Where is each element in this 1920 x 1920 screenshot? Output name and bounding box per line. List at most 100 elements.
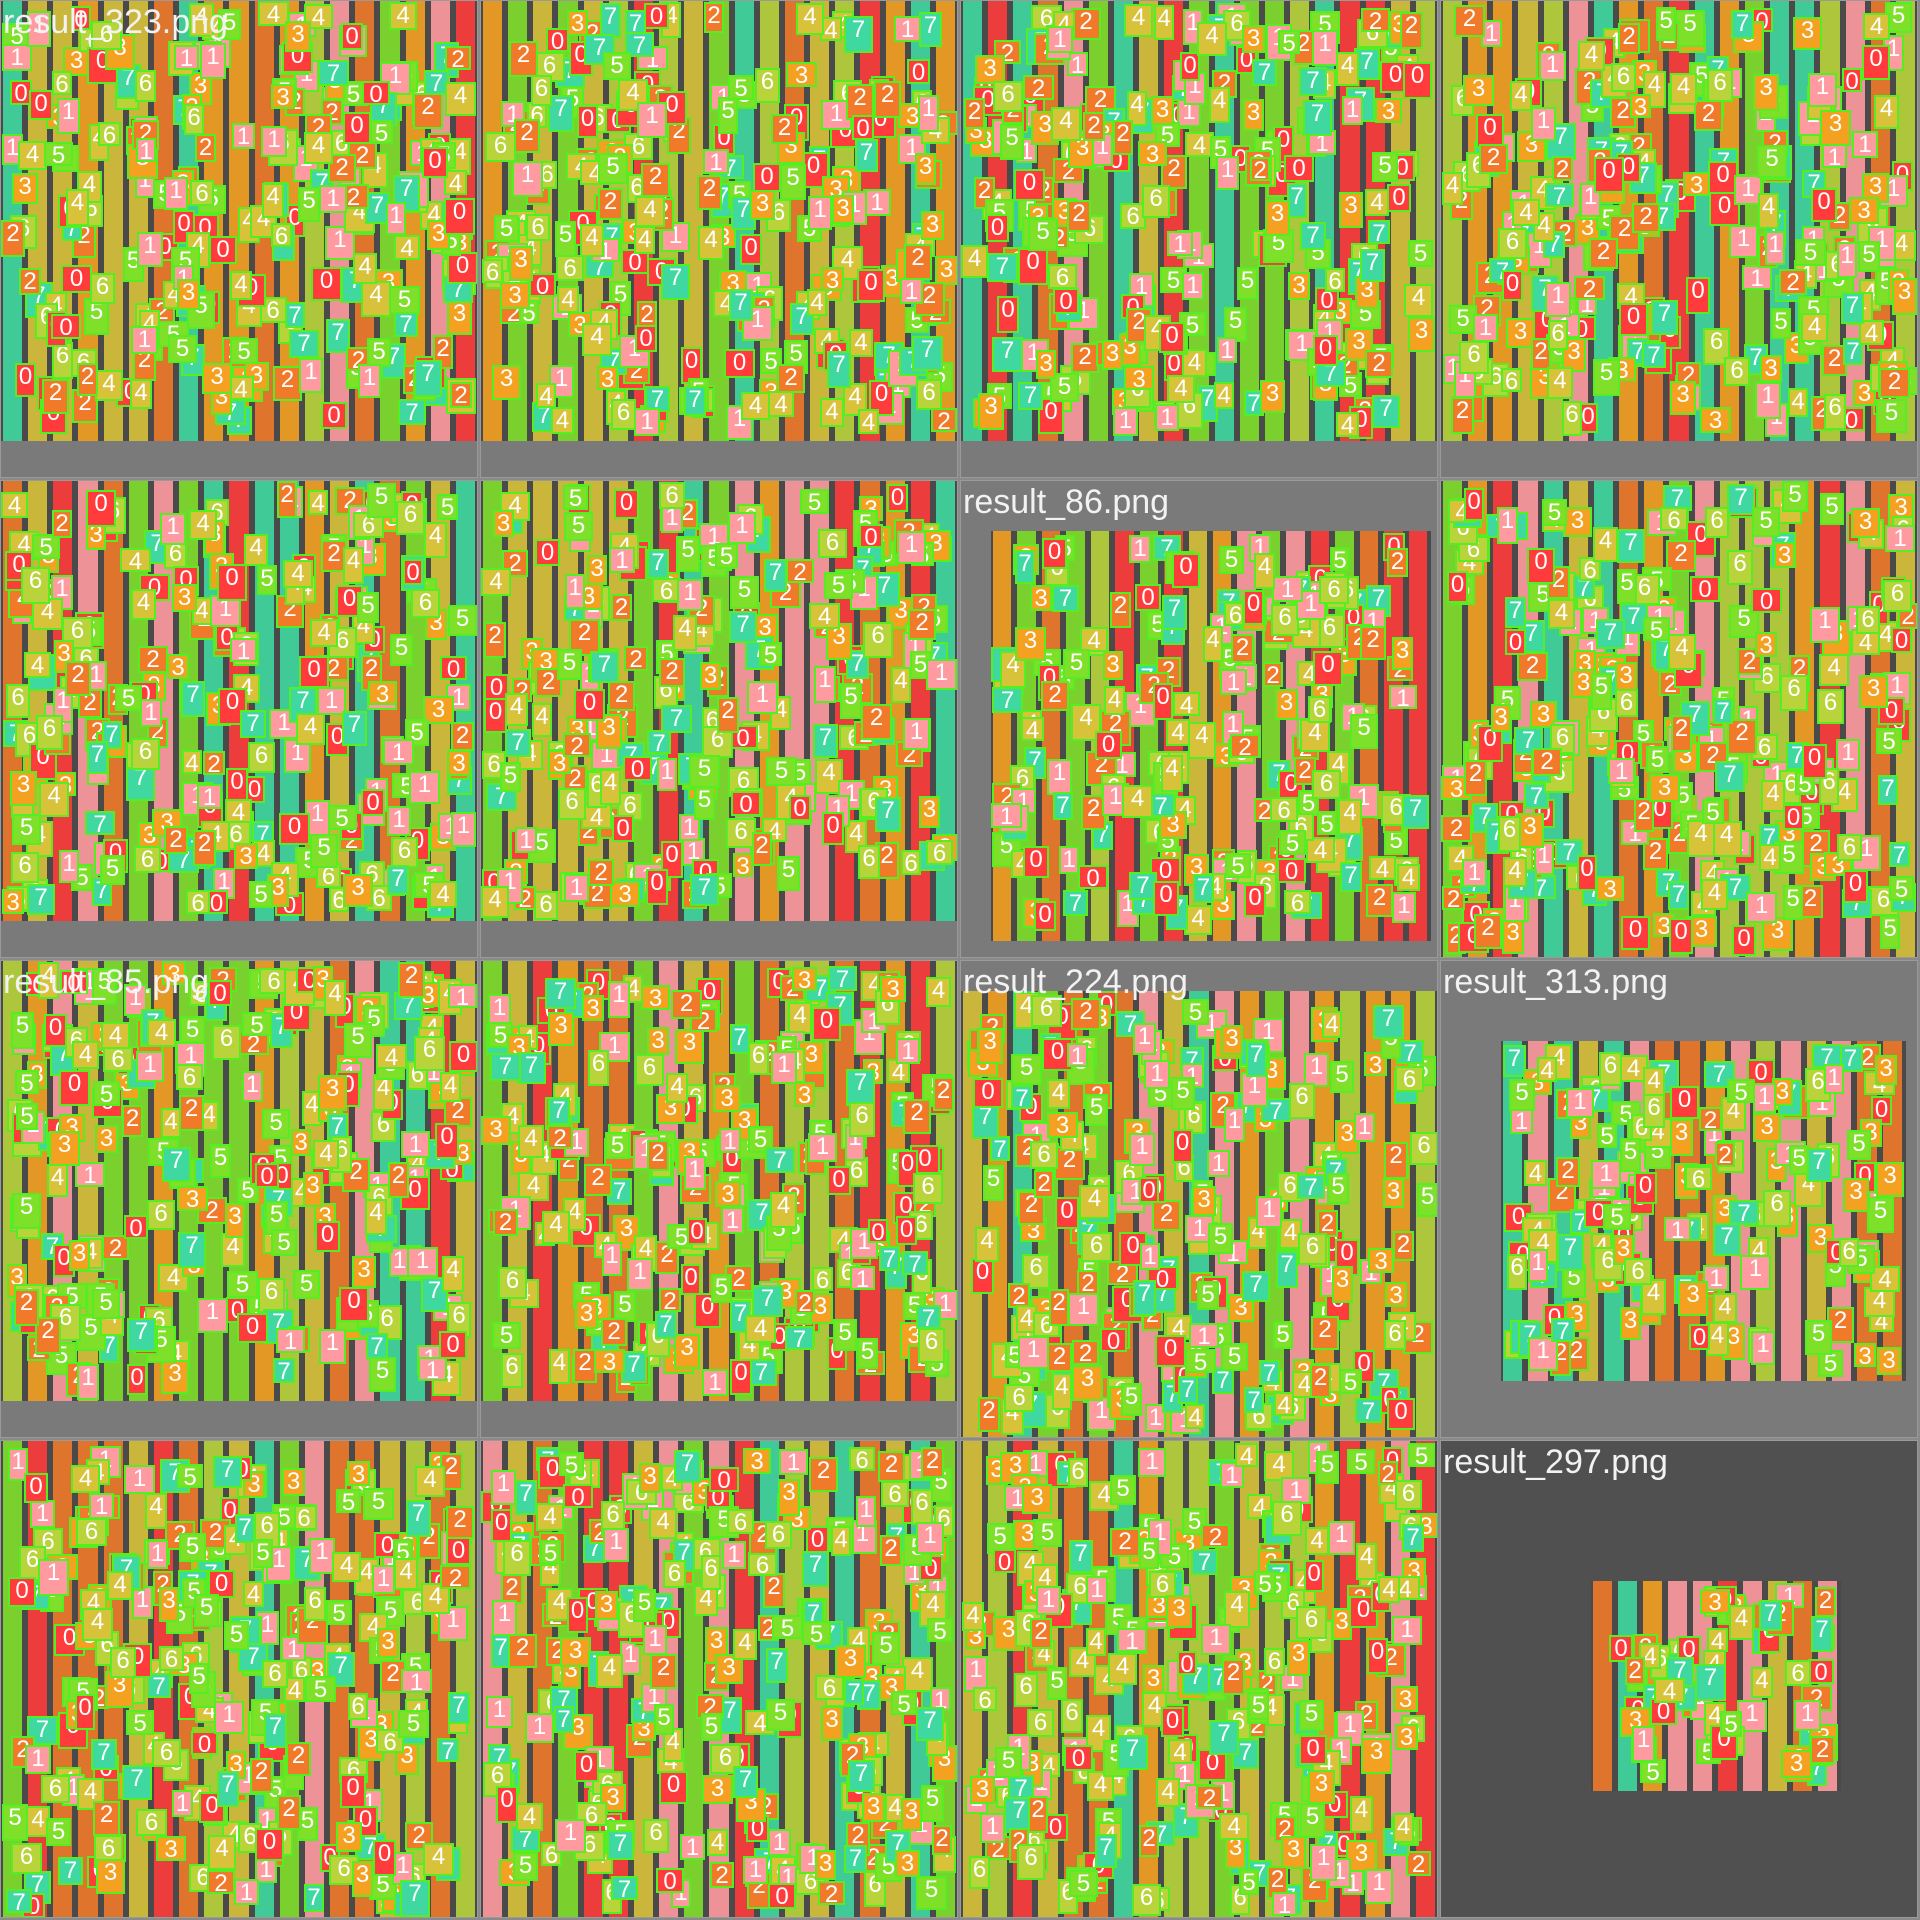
detection-box-label: 1 <box>1182 272 1204 300</box>
detection-box-label: 7 <box>729 611 757 643</box>
detection-box-label: 0 <box>1689 1324 1710 1350</box>
detection-box-label: 7 <box>1252 59 1277 86</box>
detection-box-label: 1 <box>743 1856 768 1884</box>
result-tile: 1302146622137007136267337042443733447243… <box>1440 960 1918 1438</box>
detection-box-label: 7 <box>733 1766 758 1798</box>
detection-box-label: 4 <box>225 799 252 823</box>
detection-box-label: 5 <box>1197 1281 1219 1310</box>
detection-box-label: 4 <box>1788 388 1808 417</box>
detection-box-label: 3 <box>492 365 521 400</box>
detection-box-label: 1 <box>703 149 729 174</box>
detection-box-label: 5 <box>780 164 806 200</box>
detection-box-label: 5 <box>367 483 396 518</box>
detection-box-label: 5 <box>1237 267 1258 300</box>
detection-box-label: 0 <box>1042 538 1067 569</box>
detection-box-label: 0 <box>730 1359 752 1395</box>
detection-box-label: 7 <box>844 1845 867 1873</box>
detection-box-label: 5 <box>293 1270 320 1299</box>
detection-box-label: 6 <box>701 1555 721 1590</box>
detection-box-label: 5 <box>1047 1667 1067 1700</box>
detection-box-label: 6 <box>1763 1190 1791 1227</box>
detection-box-label: 2 <box>1727 719 1757 755</box>
detection-box-label: 7 <box>1731 10 1754 39</box>
detection-box-label: 7 <box>1133 1280 1156 1316</box>
detection-box-label: 2 <box>179 1095 204 1131</box>
detection-box-label: 7 <box>1340 862 1362 892</box>
detection-box-label: 0 <box>496 1786 518 1823</box>
detection-box-label: 2 <box>752 832 772 866</box>
detection-box-label: 2 <box>1384 1142 1408 1179</box>
detection-box-label: 6 <box>815 1675 844 1700</box>
detection-box-label: 3 <box>1793 17 1822 50</box>
detection-box-label: 3 <box>336 1822 362 1852</box>
detection-box-label: 0 <box>439 1331 467 1359</box>
detection-box-label: 7 <box>729 289 753 321</box>
detection-box-label: 7 <box>684 386 706 416</box>
detection-box-label: 4 <box>809 603 840 629</box>
detection-box-label: 1 <box>197 784 222 809</box>
detection-box-label: 3 <box>1143 1665 1164 1693</box>
detection-box-label: 2 <box>1023 75 1054 100</box>
detection-box-label: 7 <box>1557 1234 1584 1271</box>
detection-box-label: 4 <box>1687 820 1715 857</box>
detection-box-label: 1 <box>1129 535 1151 563</box>
detection-box-label: 2 <box>1441 815 1472 842</box>
detection-box-label: 6 <box>1643 1094 1665 1128</box>
detection-box-label: 7 <box>394 311 418 337</box>
detection-box-label: 2 <box>978 1397 1000 1432</box>
detection-box-label: 1 <box>25 1745 51 1774</box>
scene-column <box>483 1 503 441</box>
detection-box-label: 7 <box>1015 550 1035 584</box>
detection-box-label: 3 <box>1630 94 1651 118</box>
detection-box-label: 0 <box>208 980 232 1006</box>
detection-box-label: 6 <box>498 1267 527 1299</box>
detection-box-label: 7 <box>91 1739 117 1770</box>
detection-box-label: 6 <box>258 1278 285 1313</box>
detection-box-label: 6 <box>1660 507 1688 531</box>
detection-box-label: 4 <box>1365 189 1389 216</box>
detection-box-label: 1 <box>608 981 630 1018</box>
detection-box-label: 0 <box>1505 629 1526 655</box>
detection-box-label: 4 <box>1378 1576 1400 1603</box>
detection-box-label: 5 <box>1820 493 1844 525</box>
detection-box-label: 2 <box>451 722 474 751</box>
detection-box-label: 1 <box>1365 1869 1393 1904</box>
detection-box-label: 3 <box>1851 508 1880 538</box>
detection-box-label: 3 <box>1103 651 1123 680</box>
detection-box-label: 0 <box>1464 488 1484 521</box>
detection-box-label: 5 <box>1727 1079 1755 1103</box>
detection-box-label: 2 <box>1365 350 1393 378</box>
detection-box-label: 2 <box>1699 1107 1722 1131</box>
detection-box-label: 4 <box>313 1140 339 1169</box>
detection-box-label: 1 <box>918 95 939 132</box>
detection-box-label: 3 <box>1287 1640 1310 1676</box>
detection-box-label: 3 <box>675 1029 704 1064</box>
detection-box-label: 1 <box>136 1051 164 1082</box>
detection-box-label: 4 <box>1751 1667 1773 1698</box>
detection-box-label: 0 <box>1594 157 1624 193</box>
detection-box-label: 3 <box>303 1172 323 1207</box>
detection-box-label: 0 <box>1842 68 1862 92</box>
detection-box-label: 2 <box>42 379 69 414</box>
scene-column <box>993 531 1012 941</box>
detection-box-label: 6 <box>11 852 39 883</box>
detection-box-label: 6 <box>534 891 558 920</box>
detection-box-label: 3 <box>821 1706 843 1741</box>
detection-box-label: 2 <box>164 826 188 854</box>
detection-box-label: 0 <box>1153 683 1173 720</box>
detection-box-label: 0 <box>75 1694 95 1730</box>
detection-box-label: 6 <box>1624 1258 1652 1285</box>
detection-box-label: 3 <box>1596 876 1624 901</box>
detection-box-label: 4 <box>1350 1796 1373 1833</box>
detection-box-label: 4 <box>666 1073 688 1103</box>
detection-box-label: 1 <box>401 1131 430 1158</box>
detection-box-label: 1 <box>232 123 255 149</box>
result-tile: 2602202723100412221111417514513605442763… <box>1440 0 1918 478</box>
detection-box-label: 1 <box>1354 1113 1375 1142</box>
detection-box-label: 4 <box>101 1022 130 1049</box>
detection-box-label: 1 <box>1241 1072 1268 1107</box>
detection-box-label: 1 <box>926 659 957 690</box>
detection-box-label: 0 <box>435 1123 459 1159</box>
detection-box-label: 3 <box>1876 1162 1904 1197</box>
detection-box-label: 2 <box>93 1801 120 1836</box>
